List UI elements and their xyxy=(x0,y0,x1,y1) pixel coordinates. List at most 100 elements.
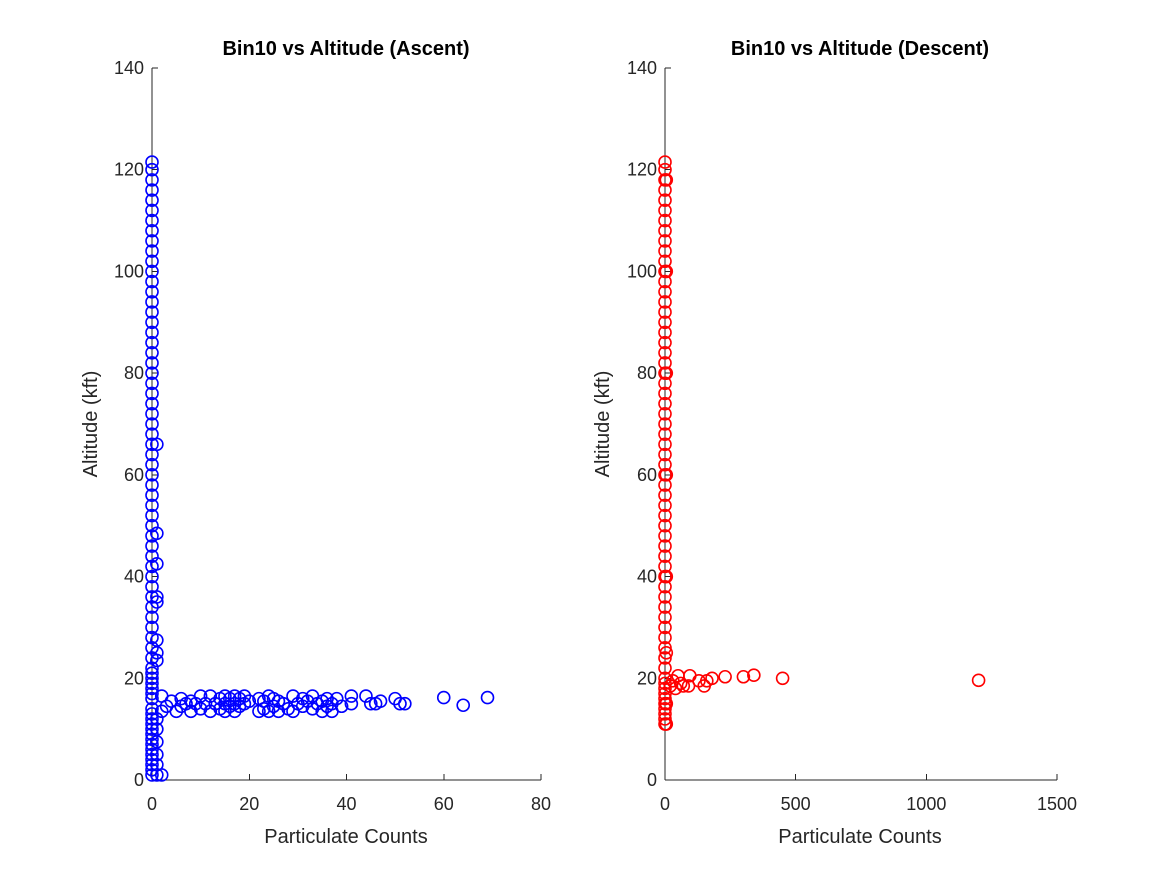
scatter-point xyxy=(145,264,159,279)
y-tick-label: 100 xyxy=(627,261,657,281)
scatter-point xyxy=(658,579,672,594)
y-tick-label: 20 xyxy=(637,668,657,688)
y-tick-label: 140 xyxy=(114,58,144,78)
scatter-point xyxy=(658,437,672,452)
scatter-point xyxy=(145,686,159,701)
descent-chart: Bin10 vs Altitude (Descent) Particulate … xyxy=(592,38,1077,848)
y-tick-label: 100 xyxy=(114,261,144,281)
scatter-point xyxy=(659,696,674,711)
scatter-point xyxy=(150,646,164,660)
scatter-point xyxy=(436,690,451,705)
scatter-point xyxy=(145,203,159,218)
scatter-point xyxy=(145,478,159,492)
y-tick-label: 0 xyxy=(134,770,144,790)
scatter-point xyxy=(659,646,674,660)
scatter-point xyxy=(480,690,495,705)
scatter-point xyxy=(658,529,672,543)
scatter-point xyxy=(398,696,412,711)
scatter-point xyxy=(150,590,164,604)
scatter-point xyxy=(145,244,159,258)
scatter-point xyxy=(658,539,672,553)
x-tick-label: 1500 xyxy=(1037,794,1077,814)
scatter-point xyxy=(673,676,688,691)
scatter-point xyxy=(658,427,672,441)
x-axis-label: Particulate Counts xyxy=(778,826,941,848)
scatter-point xyxy=(658,315,672,330)
scatter-point xyxy=(145,518,159,533)
scatter-point xyxy=(658,620,672,635)
scatter-point xyxy=(334,699,349,714)
scatter-point xyxy=(145,356,159,370)
scatter-point xyxy=(150,526,164,541)
x-tick-label: 80 xyxy=(531,794,551,814)
scatter-point xyxy=(145,407,159,421)
scatter-point xyxy=(718,669,732,684)
scatter-point xyxy=(145,498,159,513)
scatter-point xyxy=(145,223,159,238)
scatter-point xyxy=(145,661,159,675)
axes xyxy=(664,68,1057,781)
scatter-point xyxy=(775,671,790,686)
scatter-point xyxy=(658,610,672,625)
scatter-point xyxy=(658,488,672,503)
scatter-point xyxy=(658,478,672,492)
scatter-point xyxy=(145,173,159,187)
scatter-point xyxy=(658,244,672,258)
scatter-point xyxy=(145,335,159,350)
scatter-point xyxy=(658,386,672,401)
scatter-point xyxy=(145,539,159,553)
scatter-points xyxy=(145,155,495,782)
scatter-point xyxy=(658,193,672,208)
scatter-point xyxy=(150,557,164,571)
y-axis-label: Altitude (kft) xyxy=(80,371,102,478)
scatter-point xyxy=(658,234,672,248)
scatter-points xyxy=(658,155,986,731)
scatter-point xyxy=(145,254,159,269)
y-tick-label: 60 xyxy=(124,465,144,485)
scatter-point xyxy=(659,366,674,380)
x-tick-label: 1000 xyxy=(906,794,946,814)
scatter-point xyxy=(658,549,672,564)
y-tick-label: 120 xyxy=(114,160,144,180)
scatter-point xyxy=(145,325,159,340)
scatter-point xyxy=(373,694,388,708)
scatter-point xyxy=(658,559,672,574)
scatter-point xyxy=(658,651,672,665)
scatter-point xyxy=(658,457,672,472)
scatter-point xyxy=(359,689,373,703)
scatter-point xyxy=(145,569,159,584)
scatter-point xyxy=(658,417,672,431)
scatter-point xyxy=(145,676,159,691)
scatter-point xyxy=(658,407,672,421)
scatter-point xyxy=(145,193,159,208)
scatter-point xyxy=(658,712,672,726)
scatter-point xyxy=(150,712,164,726)
scatter-point xyxy=(659,264,674,279)
scatter-point xyxy=(242,694,257,708)
y-tick-label: 120 xyxy=(627,160,657,180)
chart-title: Bin10 vs Altitude (Ascent) xyxy=(222,38,469,60)
scatter-point xyxy=(659,717,674,731)
scatter-point xyxy=(145,468,159,482)
scatter-point xyxy=(145,234,159,248)
scatter-point xyxy=(329,691,344,706)
scatter-point xyxy=(145,457,159,472)
scatter-point xyxy=(145,620,159,635)
scatter-point xyxy=(658,630,672,645)
scatter-point xyxy=(145,488,159,503)
scatter-point xyxy=(145,508,159,523)
scatter-point xyxy=(145,315,159,330)
x-tick-label: 0 xyxy=(660,794,670,814)
scatter-point xyxy=(203,704,218,719)
scatter-point xyxy=(658,640,672,655)
scatter-point xyxy=(658,508,672,523)
scatter-point xyxy=(658,661,672,675)
y-tick-label: 40 xyxy=(637,567,657,587)
scatter-point xyxy=(658,590,672,604)
scatter-point xyxy=(393,696,407,711)
scatter-point xyxy=(145,376,159,391)
scatter-point xyxy=(145,610,159,625)
scatter-point xyxy=(658,707,672,721)
scatter-point xyxy=(150,653,164,668)
